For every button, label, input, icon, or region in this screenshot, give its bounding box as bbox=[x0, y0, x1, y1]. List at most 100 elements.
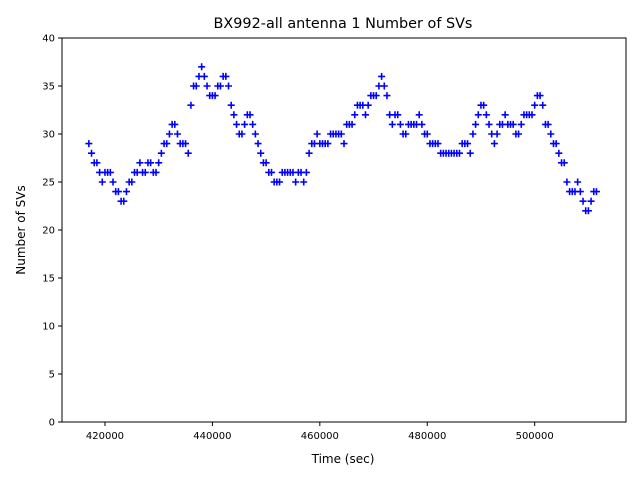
data-point bbox=[324, 140, 332, 148]
data-point bbox=[251, 130, 259, 138]
data-point bbox=[85, 140, 93, 148]
data-point bbox=[152, 168, 160, 176]
data-point bbox=[380, 82, 388, 90]
data-point bbox=[485, 120, 493, 128]
data-point bbox=[396, 120, 404, 128]
data-point bbox=[106, 168, 114, 176]
data-point bbox=[241, 120, 249, 128]
data-point bbox=[372, 92, 380, 100]
data-point bbox=[472, 120, 480, 128]
data-point bbox=[254, 140, 262, 148]
data-point bbox=[141, 168, 149, 176]
data-point bbox=[552, 140, 560, 148]
data-point bbox=[184, 149, 192, 157]
data-point bbox=[576, 188, 584, 196]
data-point bbox=[136, 159, 144, 167]
data-point bbox=[423, 130, 431, 138]
data-point bbox=[493, 130, 501, 138]
data-point bbox=[592, 188, 600, 196]
data-point bbox=[466, 149, 474, 157]
data-point bbox=[528, 111, 536, 119]
data-point bbox=[257, 149, 265, 157]
data-point bbox=[536, 92, 544, 100]
data-point bbox=[163, 140, 171, 148]
data-point bbox=[490, 140, 498, 148]
data-point bbox=[98, 178, 106, 186]
data-point bbox=[171, 120, 179, 128]
data-point bbox=[157, 149, 165, 157]
y-tick-label: 25 bbox=[42, 178, 55, 189]
data-point bbox=[351, 111, 359, 119]
y-axis-label: Number of SVs bbox=[14, 185, 28, 274]
data-point bbox=[560, 159, 568, 167]
data-point bbox=[122, 188, 130, 196]
y-tick-label: 15 bbox=[42, 274, 55, 285]
data-point bbox=[544, 120, 552, 128]
data-point bbox=[547, 130, 555, 138]
y-tick-label: 10 bbox=[42, 322, 55, 333]
data-point bbox=[114, 188, 122, 196]
data-point bbox=[192, 82, 200, 90]
data-point bbox=[292, 178, 300, 186]
data-point bbox=[200, 72, 208, 80]
data-point bbox=[383, 92, 391, 100]
data-point bbox=[579, 197, 587, 205]
data-point bbox=[246, 111, 254, 119]
data-point bbox=[267, 168, 275, 176]
y-tick-label: 40 bbox=[42, 34, 55, 45]
data-point bbox=[165, 130, 173, 138]
data-point bbox=[276, 178, 284, 186]
x-tick-label: 480000 bbox=[408, 431, 446, 442]
data-point bbox=[173, 130, 181, 138]
data-point bbox=[509, 120, 517, 128]
data-point bbox=[415, 111, 423, 119]
x-tick-label: 440000 bbox=[193, 431, 231, 442]
data-point bbox=[340, 140, 348, 148]
data-point bbox=[587, 197, 595, 205]
data-point bbox=[388, 120, 396, 128]
data-point bbox=[262, 159, 270, 167]
data-point bbox=[563, 178, 571, 186]
x-tick-label: 460000 bbox=[301, 431, 339, 442]
data-point bbox=[203, 82, 211, 90]
y-tick-label: 30 bbox=[42, 130, 55, 141]
data-point bbox=[515, 130, 523, 138]
data-point bbox=[418, 120, 426, 128]
data-point bbox=[222, 72, 230, 80]
data-point bbox=[225, 82, 233, 90]
data-point bbox=[216, 82, 224, 90]
x-axis: 420000 440000 460000 480000 500000 bbox=[86, 422, 554, 442]
y-tick-label: 20 bbox=[42, 226, 55, 237]
data-point bbox=[227, 101, 235, 109]
y-axis: 0 5 10 15 20 25 30 35 40 bbox=[42, 34, 62, 429]
data-point bbox=[574, 178, 582, 186]
data-point bbox=[155, 159, 163, 167]
data-point bbox=[361, 111, 369, 119]
data-point bbox=[501, 111, 509, 119]
data-point bbox=[517, 120, 525, 128]
data-point bbox=[187, 101, 195, 109]
data-point bbox=[211, 92, 219, 100]
data-point bbox=[584, 207, 592, 215]
data-point bbox=[88, 149, 96, 157]
data-point bbox=[313, 130, 321, 138]
data-point bbox=[147, 159, 155, 167]
y-tick-label: 0 bbox=[49, 418, 55, 429]
y-tick-label: 5 bbox=[49, 370, 55, 381]
data-point bbox=[233, 120, 241, 128]
data-point bbox=[300, 178, 308, 186]
data-point bbox=[249, 120, 257, 128]
data-point bbox=[469, 130, 477, 138]
data-point bbox=[337, 130, 345, 138]
data-point bbox=[455, 149, 463, 157]
x-tick-label: 500000 bbox=[516, 431, 554, 442]
data-point bbox=[474, 111, 482, 119]
data-point bbox=[109, 178, 117, 186]
data-point bbox=[120, 197, 128, 205]
data-point bbox=[198, 63, 206, 71]
data-point bbox=[302, 168, 310, 176]
y-tick-label: 35 bbox=[42, 82, 55, 93]
data-point bbox=[434, 140, 442, 148]
data-point bbox=[238, 130, 246, 138]
